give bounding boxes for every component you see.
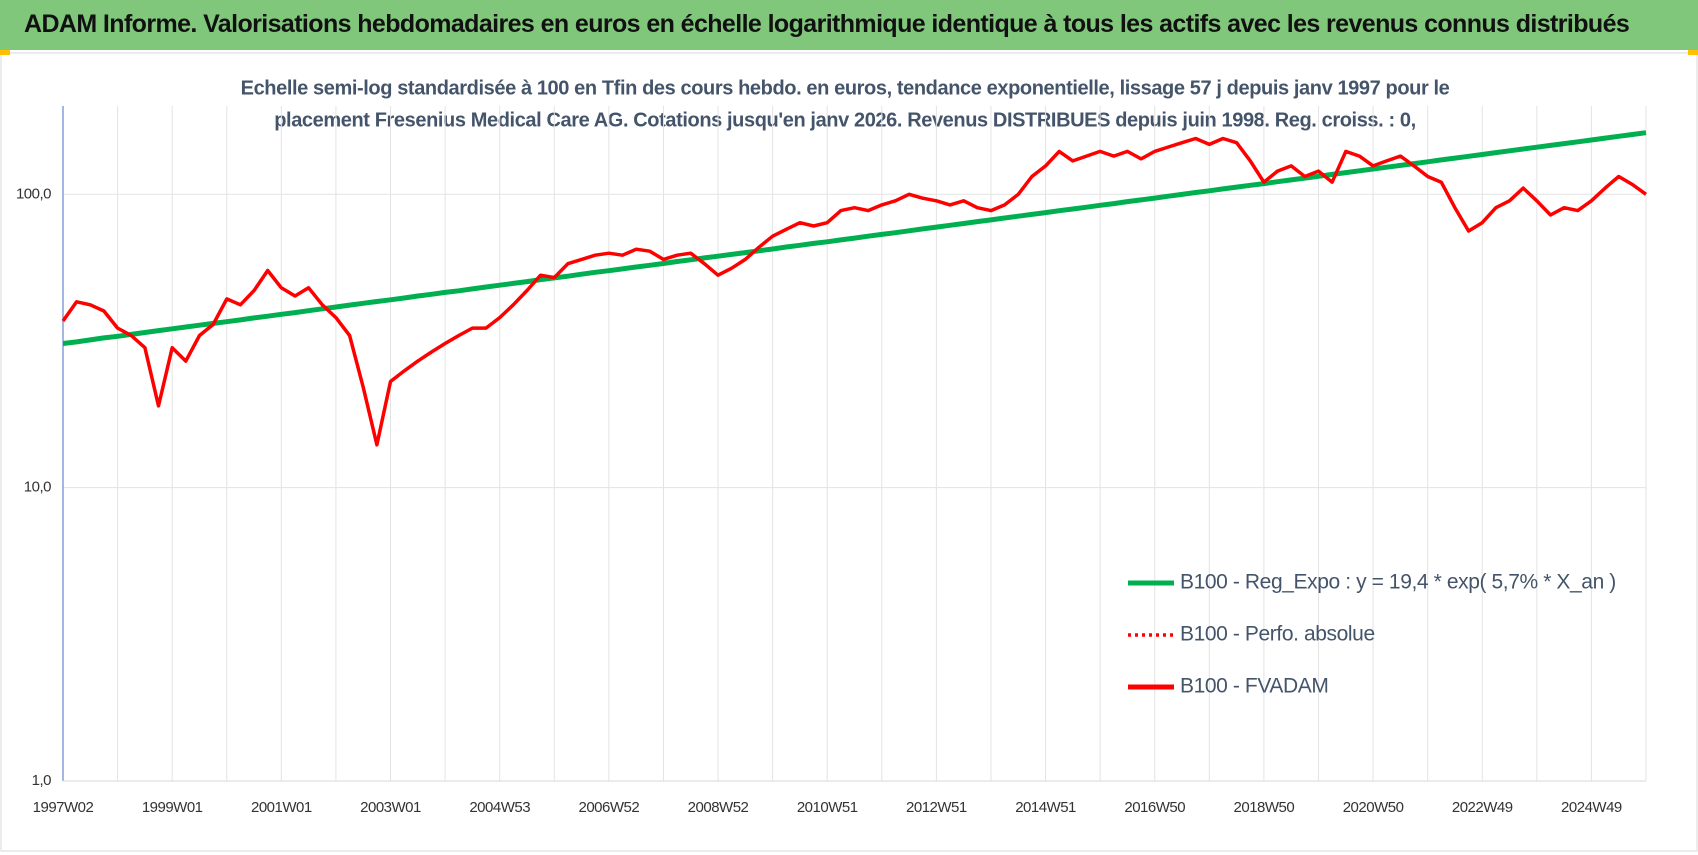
header-bar: ADAM Informe. Valorisations hebdomadaire… [0,0,1698,50]
x-tick-label: 2024W49 [1561,799,1622,816]
x-tick-label: 2003W01 [360,799,421,816]
y-tick-label: 1,0 [32,772,52,789]
header-title: ADAM Informe. Valorisations hebdomadaire… [24,10,1630,38]
x-tick-label: 2006W52 [579,799,640,816]
x-tick-label: 2014W51 [1015,799,1076,816]
x-tick-label: 1999W01 [142,799,203,816]
x-tick-label: 2001W01 [251,799,312,816]
x-tick-label: 2022W49 [1452,799,1513,816]
x-tick-label: 2016W50 [1124,799,1185,816]
x-tick-label: 2010W51 [797,799,858,816]
x-tick-label: 2018W50 [1234,799,1295,816]
x-tick-label: 2004W53 [469,799,530,816]
legend-label: B100 - Reg_Expo : y = 19,4 * exp( 5,7% *… [1180,571,1616,594]
chart: Echelle semi-log standardisée à 100 en T… [0,50,1698,852]
x-tick-label: 2020W50 [1343,799,1404,816]
corner [0,50,10,55]
series-line [62,130,1647,346]
series-line [61,136,1648,447]
legend-label: B100 - Perfo. absolue [1180,623,1375,646]
subtitle: placement Fresenius Medical Care AG. Cot… [274,109,1416,131]
y-tick-label: 100,0 [16,185,51,202]
x-tick-label: 2008W52 [688,799,749,816]
x-tick-label: 2012W51 [906,799,967,816]
chart-border [0,52,1698,852]
subtitle: Echelle semi-log standardisée à 100 en T… [241,77,1450,99]
corner [1688,50,1698,55]
legend-label: B100 - FVADAM [1180,675,1328,698]
x-tick-label: 1997W02 [33,799,94,816]
y-tick-label: 10,0 [24,479,51,496]
